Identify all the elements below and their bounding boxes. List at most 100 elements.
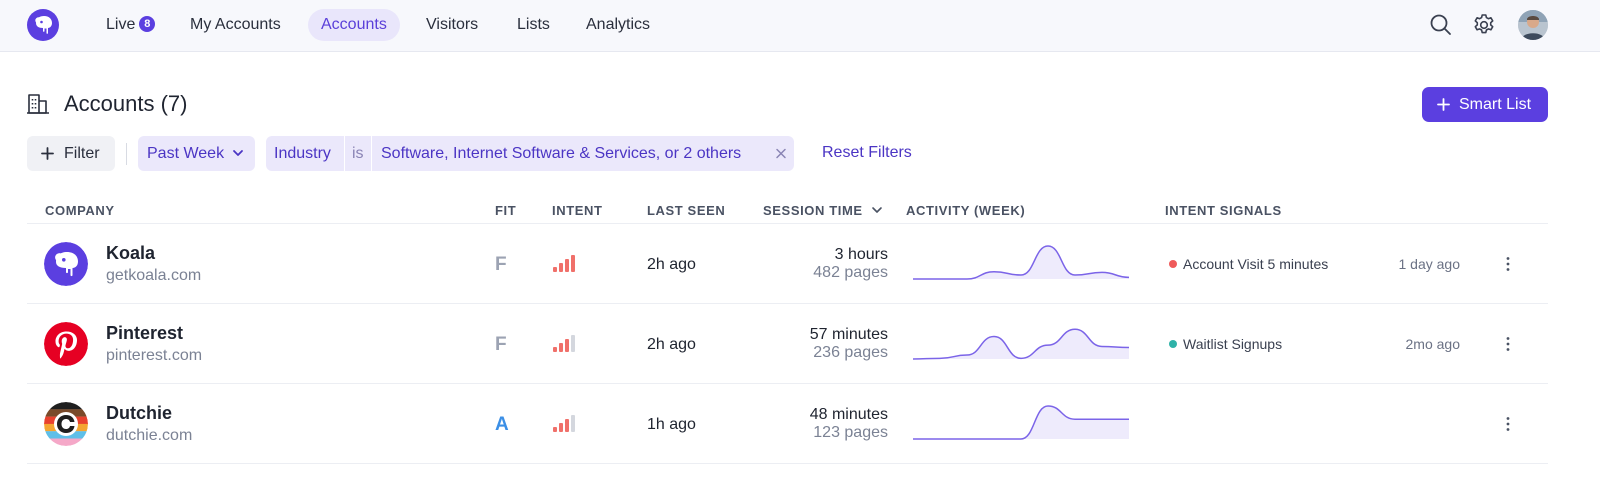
signal-label: Account Visit 5 minutes [1183,256,1329,272]
company-name[interactable]: Pinterest [106,323,184,343]
smart-list-label: Smart List [1459,96,1532,113]
remove-filter-button[interactable] [768,136,794,171]
sparkline-line [913,245,1130,280]
last-seen: 2h ago [647,336,696,353]
fit-grade: F [495,334,507,355]
table-divider [27,223,1548,224]
chip-separator [371,136,372,171]
signal-label: Waitlist Signups [1183,336,1283,352]
sparkline-area [913,329,1129,359]
activity-sparkline [912,328,1130,360]
nav-item-analytics[interactable]: Analytics [573,9,663,41]
sparkline-line [913,405,1129,440]
search-icon[interactable] [1428,12,1454,38]
plus-icon [1437,98,1450,111]
live-count-badge: 8 [139,16,156,32]
column-header-last-seen: LAST SEEN [647,203,726,218]
signal-time: 2mo ago [1405,336,1460,352]
table-row[interactable]: Dutchie dutchie.com A 1h ago 48 minutes … [27,384,1548,464]
top-nav: Live 8 My Accounts Accounts Visitors List… [0,0,1600,52]
row-actions-button[interactable] [1501,252,1515,276]
nav-label: Lists [517,16,550,33]
column-header-label: SESSION TIME [763,203,863,218]
company-name[interactable]: Koala [106,243,156,263]
activity-sparkline [913,245,1130,280]
nav-label: Analytics [586,16,651,33]
column-header-fit: FIT [495,203,517,218]
intent-bar [553,267,557,272]
nav-label: Accounts [321,16,387,33]
nav-label: Visitors [426,16,479,33]
intent-bar [571,415,575,432]
session-pages: 236 pages [813,344,888,361]
nav-item-my-accounts[interactable]: My Accounts [177,9,294,41]
sparkline-area [913,406,1129,439]
nav-item-accounts[interactable]: Accounts [308,9,400,41]
chevron-down-icon [233,150,243,156]
company-domain: dutchie.com [106,427,193,444]
nav-item-lists[interactable]: Lists [504,9,563,41]
sparkline-area [913,246,1129,279]
nav-item-visitors[interactable]: Visitors [413,9,491,41]
user-avatar[interactable] [1518,10,1548,40]
chip-value[interactable]: Software, Internet Software & Services, … [381,145,742,162]
intent-bar [571,335,575,352]
close-icon [776,148,786,159]
chip-operator[interactable]: is [352,145,364,162]
last-seen: 2h ago [647,256,696,273]
table-row[interactable]: Koala getkoala.com F 2h ago 3 hours 482 … [27,224,1548,304]
column-header-intent-signals: INTENT SIGNALS [1165,203,1282,218]
koala-company-logo-icon [44,242,88,286]
session-time: 3 hours [834,246,888,263]
intent-signal[interactable]: Account Visit 5 minutes [1169,256,1328,272]
column-header-session-time[interactable]: SESSION TIME [763,203,883,218]
intent-bar [553,347,557,352]
plus-icon [41,147,54,160]
company-domain: getkoala.com [106,267,202,284]
period-dropdown[interactable]: Past Week [138,136,255,171]
intent-signal[interactable]: Waitlist Signups [1169,336,1282,352]
company-domain: pinterest.com [106,347,203,364]
sparkline-line [912,328,1130,360]
filter-label: Filter [64,145,100,162]
intent-bar [565,339,569,352]
reset-filters-link[interactable]: Reset Filters [822,144,912,161]
column-header-company: COMPANY [45,203,115,218]
row-actions-button[interactable] [1501,332,1515,356]
more-vertical-icon [1506,417,1510,431]
chip-field[interactable]: Industry [274,145,331,162]
table-divider [27,463,1548,464]
nav-item-live[interactable]: Live 8 [93,9,168,41]
filter-button[interactable]: Filter [27,136,115,171]
dutchie-logo-icon [44,402,88,446]
smart-list-button[interactable]: Smart List [1422,87,1548,122]
activity-sparkline [913,405,1129,440]
gear-icon[interactable] [1471,12,1497,38]
intent-bars-icon [553,415,575,432]
chip-separator [344,136,345,171]
more-vertical-icon [1506,337,1510,351]
intent-bar [559,423,563,432]
column-header-activity: ACTIVITY (WEEK) [906,203,1026,218]
signal-dot [1169,260,1177,268]
signal-dot [1169,340,1177,348]
session-pages: 123 pages [813,424,888,441]
intent-bar [553,427,557,432]
intent-bar [565,259,569,272]
row-actions-button[interactable] [1501,412,1515,436]
session-time: 57 minutes [809,326,888,343]
koala-logo-icon[interactable] [27,9,59,41]
industry-filter-chip[interactable]: Industry is Software, Internet Software … [266,136,794,171]
filter-divider [126,143,127,165]
table-divider [27,303,1548,304]
intent-bar [565,419,569,432]
intent-bar [571,255,575,272]
fit-grade: F [495,254,507,275]
column-header-intent: INTENT [552,203,603,218]
company-name[interactable]: Dutchie [106,403,173,423]
page-title: Accounts (7) [64,91,188,116]
table-row[interactable]: Pinterest pinterest.com F 2h ago 57 minu… [27,304,1548,384]
period-label: Past Week [147,145,225,162]
building-icon [26,92,50,116]
signal-time: 1 day ago [1398,256,1461,272]
